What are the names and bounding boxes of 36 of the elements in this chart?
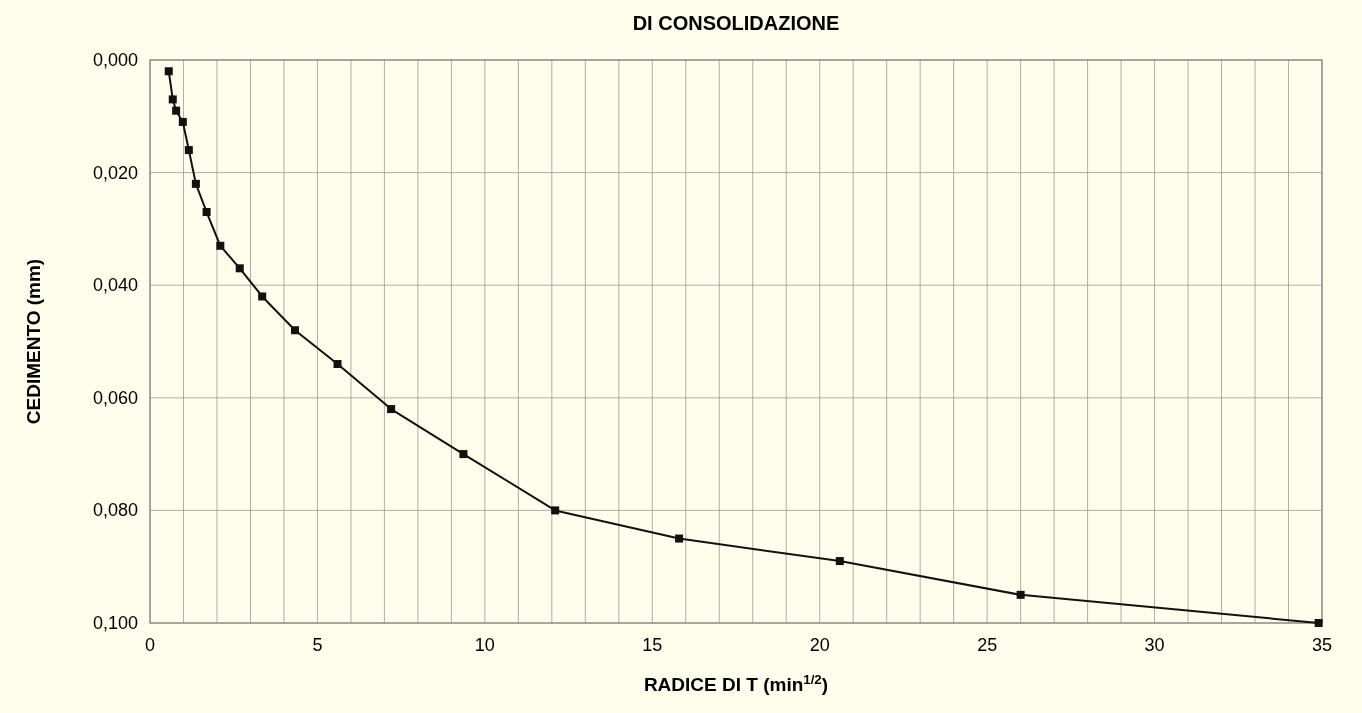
x-tick-label: 10 bbox=[474, 635, 495, 655]
point bbox=[459, 450, 468, 459]
point bbox=[290, 326, 299, 335]
point bbox=[333, 360, 342, 369]
point bbox=[216, 241, 225, 250]
y-tick-label: 0,080 bbox=[92, 500, 138, 521]
y-tick-label: 0,020 bbox=[92, 162, 138, 183]
y-axis-title: CEDIMENTO (mm) bbox=[23, 258, 44, 425]
point bbox=[184, 146, 193, 155]
y-tick-label: 0,060 bbox=[92, 387, 138, 408]
point bbox=[191, 179, 200, 188]
point bbox=[551, 506, 560, 515]
x-tick-label: 5 bbox=[312, 635, 323, 655]
point bbox=[235, 264, 244, 273]
x-tick-label: 0 bbox=[144, 635, 156, 655]
x-axis-title: RADICE DI T (min$^{1/2}$) bbox=[643, 671, 829, 695]
point bbox=[172, 106, 181, 115]
x-tick-label: 20 bbox=[809, 635, 830, 655]
point bbox=[202, 208, 211, 217]
y-tick-label: 0,040 bbox=[92, 275, 138, 296]
x-tick-label: 35 bbox=[1311, 635, 1333, 655]
point bbox=[1314, 619, 1323, 627]
x-tick-label: 15 bbox=[642, 635, 663, 655]
x-tick-label: 30 bbox=[1144, 635, 1165, 655]
chart-title: DI CONSOLIDAZIONE bbox=[632, 12, 840, 34]
point bbox=[835, 557, 844, 566]
point bbox=[164, 67, 173, 76]
point bbox=[178, 117, 187, 126]
point bbox=[387, 405, 396, 414]
y-tick-label: 0,100 bbox=[92, 613, 138, 633]
point bbox=[168, 95, 177, 104]
point bbox=[1016, 590, 1025, 599]
point bbox=[675, 534, 684, 543]
x-tick-label: 25 bbox=[977, 635, 998, 655]
y-tick-label: 0,000 bbox=[92, 50, 138, 70]
point bbox=[258, 292, 267, 301]
